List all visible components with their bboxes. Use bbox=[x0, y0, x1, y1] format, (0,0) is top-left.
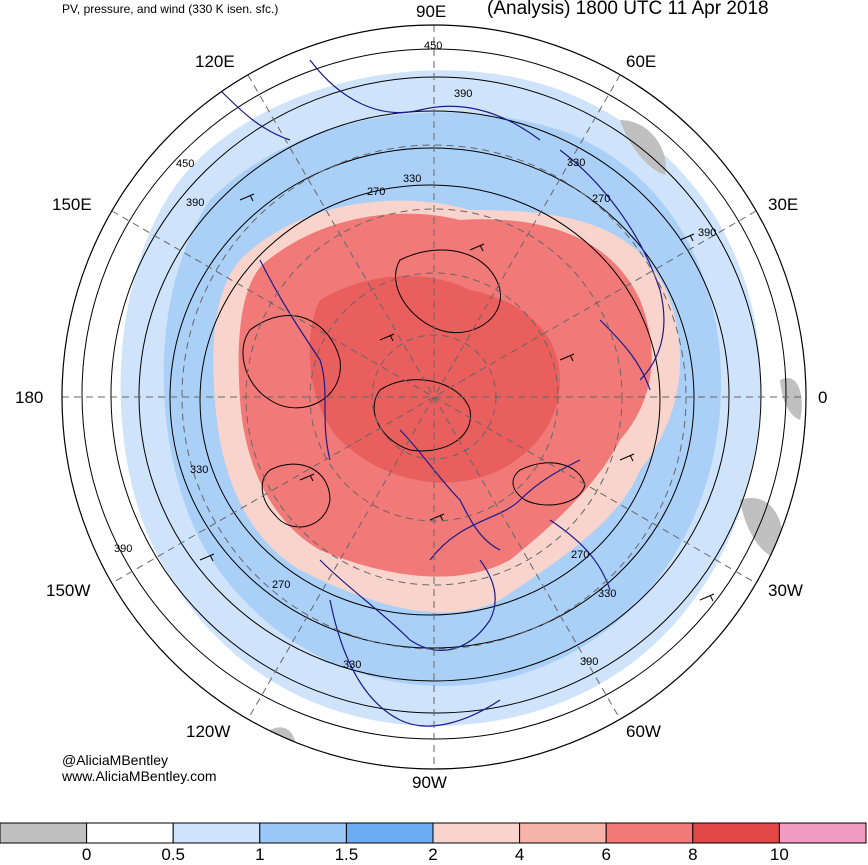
longitude-label-60w: 60W bbox=[626, 722, 661, 741]
longitude-label-60e: 60E bbox=[626, 52, 657, 71]
colorbar bbox=[0, 822, 867, 844]
graticule bbox=[62, 25, 806, 769]
colorbar-tick-label: 0 bbox=[81, 845, 92, 864]
contour-label: 330 bbox=[403, 173, 422, 185]
contour-label: 390 bbox=[114, 543, 133, 555]
credit-handle: @AliciaMBentley bbox=[62, 752, 169, 768]
colorbar-tick-label: 1.5 bbox=[334, 845, 359, 864]
longitude-label-90e: 90E bbox=[416, 2, 447, 21]
credit-text: @AliciaMBentley www.AliciaMBentley.com bbox=[62, 752, 217, 784]
longitude-label-120e: 120E bbox=[195, 52, 235, 71]
map-title: (Analysis) 1800 UTC 11 Apr 2018 bbox=[487, 0, 769, 19]
colorbar-segment bbox=[432, 822, 521, 844]
colorbar-tick-label: 4 bbox=[514, 845, 525, 864]
map-subtitle: PV, pressure, and wind (330 K isen. sfc.… bbox=[62, 2, 279, 16]
colorbar-segment bbox=[605, 822, 694, 844]
gray-region bbox=[780, 378, 802, 420]
credit-site: www.AliciaMBentley.com bbox=[62, 768, 217, 784]
contour-label: 450 bbox=[176, 158, 195, 170]
contour-label: 390 bbox=[580, 656, 599, 668]
contour-label: 270 bbox=[272, 579, 291, 591]
pv-core-dark-red bbox=[309, 276, 560, 483]
longitude-label-180: 180 bbox=[15, 388, 44, 407]
wind-barbs bbox=[199, 193, 715, 602]
longitude-label-150w: 150W bbox=[46, 581, 91, 600]
contour-label: 330 bbox=[343, 659, 362, 671]
longitude-label-30e: 30E bbox=[768, 195, 799, 214]
longitude-label-90w: 90W bbox=[412, 773, 447, 792]
longitude-label-0: 0 bbox=[818, 388, 828, 407]
longitude-label-120w: 120W bbox=[186, 722, 231, 741]
contour-label: 390 bbox=[454, 88, 473, 100]
colorbar-segment bbox=[519, 822, 607, 844]
contour-label: 270 bbox=[592, 193, 611, 205]
longitude-label-30w: 30W bbox=[768, 581, 803, 600]
colorbar-segment bbox=[692, 822, 780, 844]
gray-region bbox=[740, 498, 783, 560]
colorbar-tick-label: 10 bbox=[769, 845, 789, 864]
gray-region bbox=[620, 120, 666, 175]
colorbar-tick-label: 6 bbox=[601, 845, 611, 864]
colorbar-tick-label: 0.5 bbox=[161, 845, 186, 864]
colorbar-segment bbox=[259, 822, 347, 844]
coastlines bbox=[219, 59, 665, 727]
colorbar-segment bbox=[778, 822, 867, 844]
contour-label: 390 bbox=[186, 197, 205, 209]
colorbar-segment bbox=[172, 822, 261, 844]
longitude-label-150e: 150E bbox=[52, 195, 92, 214]
contour-label: 330 bbox=[190, 464, 209, 476]
contour-label: 450 bbox=[424, 40, 443, 52]
map-boundary bbox=[61, 24, 807, 770]
contour-label: 330 bbox=[567, 157, 586, 169]
colorbar-segment bbox=[345, 822, 434, 844]
contour-label: 330 bbox=[598, 588, 617, 600]
colorbar-segment bbox=[0, 822, 88, 844]
contour-label: 270 bbox=[571, 549, 590, 561]
colorbar-tick-label: 2 bbox=[428, 845, 438, 864]
colorbar-tick-label: 8 bbox=[688, 845, 698, 864]
contour-label: 390 bbox=[698, 227, 717, 239]
contour-label: 270 bbox=[367, 186, 386, 198]
polar-map bbox=[61, 24, 807, 770]
colorbar-tick-label: 1 bbox=[255, 845, 265, 864]
colorbar-segment bbox=[86, 822, 174, 844]
